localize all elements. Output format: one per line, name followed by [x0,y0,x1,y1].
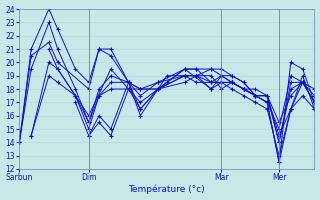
X-axis label: Température (°c): Température (°c) [129,185,205,194]
